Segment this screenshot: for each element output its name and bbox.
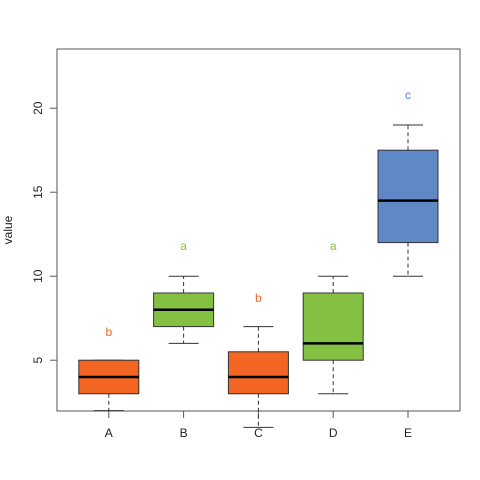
- x-tick-label: A: [105, 426, 113, 440]
- boxes-layer: b a b a c: [78, 88, 439, 428]
- box-e: c: [377, 88, 439, 277]
- iqr-box: [377, 149, 439, 244]
- x-tick-label: C: [254, 426, 263, 440]
- group-letter: c: [405, 88, 411, 102]
- y-tick-label: 20: [31, 101, 45, 115]
- group-letter: b: [105, 325, 112, 339]
- x-tick-label: E: [404, 426, 412, 440]
- iqr-box: [227, 351, 289, 395]
- y-axis-title: value: [1, 215, 15, 244]
- group-letter: a: [330, 239, 337, 253]
- y-axis: 5 10 15 20: [31, 101, 58, 364]
- box-c: b: [227, 291, 289, 428]
- box-b: a: [153, 239, 215, 344]
- y-tick-label: 5: [31, 357, 45, 364]
- group-letter: a: [180, 239, 187, 253]
- group-letter: b: [255, 291, 262, 305]
- iqr-box: [302, 292, 364, 361]
- box-d: a: [302, 239, 364, 395]
- y-tick-label: 10: [31, 269, 45, 283]
- x-tick-label: D: [329, 426, 338, 440]
- y-tick-label: 15: [31, 185, 45, 199]
- x-tick-label: B: [180, 426, 188, 440]
- box-a: b: [78, 325, 140, 412]
